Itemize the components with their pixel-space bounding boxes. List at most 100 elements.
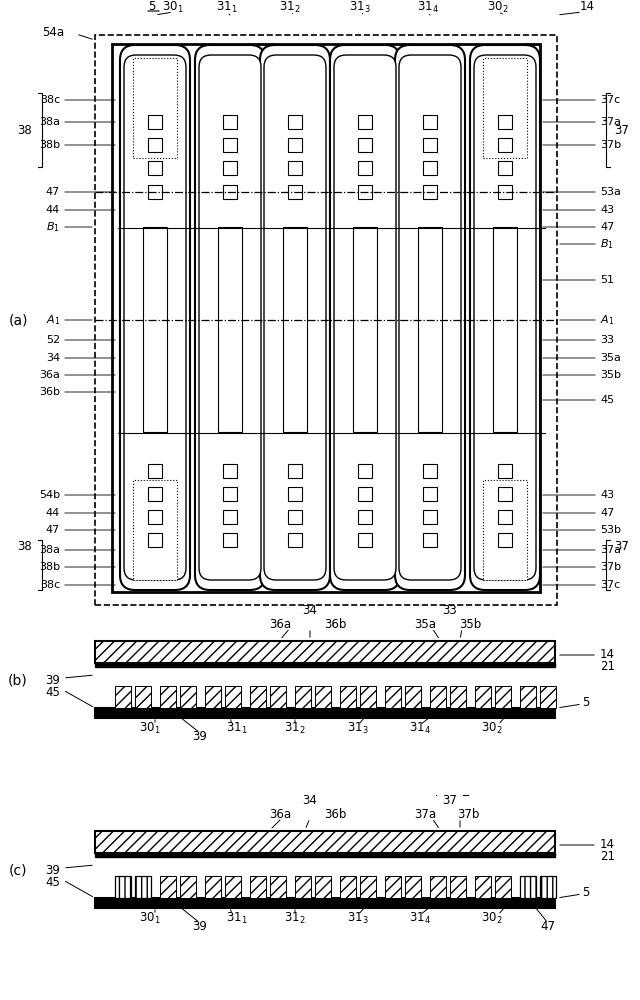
Bar <box>450 876 466 898</box>
Bar <box>423 138 437 152</box>
Bar <box>520 876 536 898</box>
Text: $31_2$: $31_2$ <box>279 0 301 15</box>
Bar <box>423 115 437 129</box>
Bar <box>270 876 286 898</box>
Text: 45: 45 <box>600 395 614 405</box>
Bar <box>250 876 266 898</box>
Bar <box>205 686 221 708</box>
Bar <box>520 686 536 708</box>
Text: 36b: 36b <box>324 618 346 632</box>
Bar <box>160 876 176 898</box>
Text: $31_3$: $31_3$ <box>347 720 369 736</box>
Bar <box>205 876 221 898</box>
Bar <box>295 876 311 898</box>
Text: 53b: 53b <box>600 525 621 535</box>
Bar <box>288 161 302 175</box>
Bar <box>498 161 512 175</box>
Bar <box>423 161 437 175</box>
Bar <box>95 641 555 663</box>
Bar <box>225 686 241 708</box>
Bar <box>135 686 151 708</box>
Bar <box>423 510 437 524</box>
Bar <box>148 464 162 478</box>
Text: $31_2$: $31_2$ <box>284 720 306 736</box>
Text: $B_1$: $B_1$ <box>600 237 614 251</box>
Text: $31_4$: $31_4$ <box>409 720 431 736</box>
Bar <box>148 138 162 152</box>
Bar <box>358 115 372 129</box>
Bar <box>315 876 331 898</box>
Text: 43: 43 <box>600 490 614 500</box>
Text: 47: 47 <box>600 222 614 232</box>
Bar <box>498 185 512 199</box>
Bar <box>133 58 177 158</box>
Bar <box>223 185 237 199</box>
Bar <box>498 533 512 547</box>
Bar <box>450 686 466 708</box>
Text: 35b: 35b <box>600 370 621 380</box>
Text: $31_1$: $31_1$ <box>216 0 238 15</box>
Text: 44: 44 <box>45 205 60 215</box>
Bar <box>358 138 372 152</box>
Bar <box>340 686 356 708</box>
Bar <box>483 480 527 580</box>
Bar <box>180 686 196 708</box>
Text: 53a: 53a <box>600 187 621 197</box>
Bar <box>423 185 437 199</box>
Text: 36b: 36b <box>39 387 60 397</box>
Bar <box>360 686 376 708</box>
Bar <box>493 227 517 432</box>
Text: $30_2$: $30_2$ <box>481 910 503 926</box>
FancyBboxPatch shape <box>124 55 186 580</box>
Bar <box>498 487 512 501</box>
Text: 33: 33 <box>600 335 614 345</box>
Text: $B_1$: $B_1$ <box>46 220 60 234</box>
Text: 37a: 37a <box>600 117 621 127</box>
Text: 39: 39 <box>45 674 60 686</box>
Text: 5: 5 <box>582 886 589 898</box>
Text: $30_2$: $30_2$ <box>481 720 503 736</box>
Text: 38b: 38b <box>39 562 60 572</box>
Bar <box>115 686 131 708</box>
FancyBboxPatch shape <box>399 55 461 580</box>
FancyBboxPatch shape <box>474 55 536 580</box>
Text: 54a: 54a <box>42 25 64 38</box>
Text: $30_1$: $30_1$ <box>140 910 161 926</box>
FancyBboxPatch shape <box>395 45 465 590</box>
Bar <box>148 115 162 129</box>
Bar <box>223 510 237 524</box>
Text: 14: 14 <box>579 0 595 13</box>
Bar <box>498 464 512 478</box>
Text: $30_1$: $30_1$ <box>140 720 161 736</box>
Bar <box>288 487 302 501</box>
Bar <box>95 708 555 718</box>
Text: 51: 51 <box>600 275 614 285</box>
Bar <box>405 686 421 708</box>
Text: 37b: 37b <box>600 140 621 150</box>
Text: 37a: 37a <box>414 808 436 822</box>
Text: 37: 37 <box>614 540 629 554</box>
Bar <box>498 510 512 524</box>
Bar <box>475 876 491 898</box>
Bar <box>270 686 286 708</box>
Bar <box>135 876 151 898</box>
Text: $31_3$: $31_3$ <box>347 910 369 926</box>
Text: 37b: 37b <box>600 562 621 572</box>
FancyBboxPatch shape <box>195 45 265 590</box>
Text: 38: 38 <box>18 123 33 136</box>
Bar <box>225 876 241 898</box>
Bar <box>423 464 437 478</box>
Text: 52: 52 <box>46 335 60 345</box>
Bar <box>540 876 556 898</box>
Bar <box>315 686 331 708</box>
FancyBboxPatch shape <box>334 55 396 580</box>
Bar <box>148 185 162 199</box>
Bar <box>418 227 442 432</box>
Bar <box>223 138 237 152</box>
Text: 47: 47 <box>541 920 556 934</box>
FancyBboxPatch shape <box>330 45 400 590</box>
Bar <box>223 487 237 501</box>
Bar <box>430 686 446 708</box>
Bar <box>495 876 511 898</box>
Bar <box>218 227 242 432</box>
